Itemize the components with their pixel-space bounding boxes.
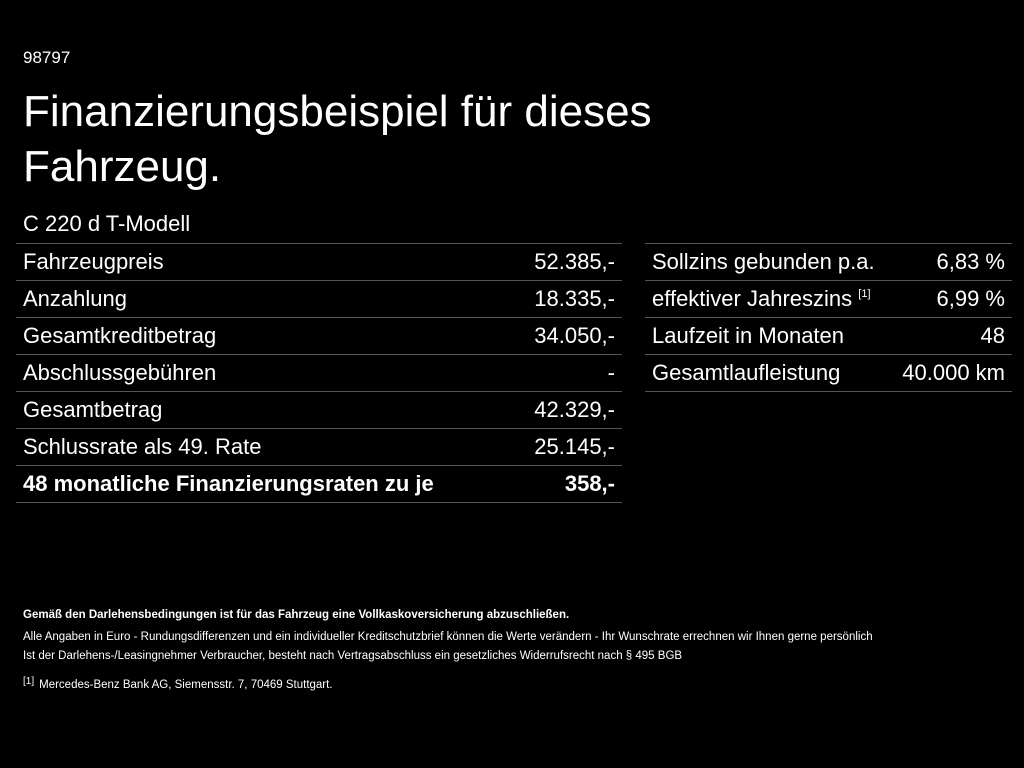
row-value: 25.145,- [511,428,622,466]
row-value: 48 [890,317,1012,355]
table-row: Gesamtlaufleistung 40.000 km [645,354,1012,392]
row-label-cell: effektiver Jahreszins [1] [645,280,891,318]
code: 98797 [23,48,71,67]
model: C 220 d T-Modell [23,211,191,236]
row-value: 6,83 % [890,243,1012,281]
table-row: 48 monatliche Finanzierungsraten zu je 35… [16,465,622,503]
table-row: Abschlussgebühren - [16,354,622,392]
row-value: 34.050,- [511,317,622,355]
row-label: Abschlussgebühren [16,354,512,392]
note-bold: Gemäß den Darlehensbedingungen ist für d… [23,609,570,621]
row-label: Laufzeit in Monaten [652,323,845,348]
footnote-marker: [1] [23,675,35,687]
row-label-cell: Sollzins gebunden p.a. [645,243,891,281]
table-row: Sollzins gebunden p.a. 6,83 % [645,243,1012,281]
row-label: effektiver Jahreszins [652,286,853,311]
table-row: Schlussrate als 49. Rate 25.145,- [16,428,622,466]
finance-table: Fahrzeugpreis 52.385,- Anzahlung 18.335,- Ge… [16,243,622,503]
row-label: Fahrzeugpreis [16,243,512,281]
table-row: Gesamtbetrag 42.329,- [16,391,622,429]
note-line: Ist der Darlehens-/Leasingnehmer Verbrau… [23,650,683,662]
table-row: Fahrzeugpreis 52.385,- [16,243,622,281]
row-label: Gesamtkreditbetrag [16,317,512,355]
row-value: 52.385,- [511,243,622,281]
row-label: Schlussrate als 49. Rate [16,428,512,466]
row-value: - [511,354,622,392]
title: Finanzierungsbeispiel für dieses Fahrzeu… [23,87,652,191]
table-row: effektiver Jahreszins [1] 6,99 % [645,280,1012,318]
row-label: Sollzins gebunden p.a. [652,249,875,274]
footnote: [1] Mercedes-Benz Bank AG, Siemensstr. 7,… [23,672,873,696]
table-row: Laufzeit in Monaten 48 [645,317,1012,355]
row-label: Gesamtbetrag [16,391,512,429]
row-value: 358,- [511,465,622,503]
row-value: 6,99 % [890,280,1012,318]
notes: Gemäß den Darlehensbedingungen ist für d… [23,606,873,695]
row-value: 40.000 km [890,354,1012,392]
row-label-cell: Gesamtlaufleistung [645,354,891,392]
footnote-text: Mercedes-Benz Bank AG, Siemensstr. 7, 70… [39,678,333,691]
row-label-cell: Laufzeit in Monaten [645,317,891,355]
row-value: 42.329,- [511,391,622,429]
table-row: Anzahlung 18.335,- [16,280,622,318]
row-label: Anzahlung [16,280,512,318]
row-label: 48 monatliche Finanzierungsraten zu je [16,465,512,503]
row-label: Gesamtlaufleistung [652,360,841,385]
terms-table: Sollzins gebunden p.a. 6,83 % effektiver J… [645,243,1012,392]
table-row: Gesamtkreditbetrag 34.050,- [16,317,622,355]
note-line: Alle Angaben in Euro - Rundungsdifferenz… [23,630,873,643]
footnote-ref: [1] [858,288,871,300]
row-value: 18.335,- [511,280,622,318]
